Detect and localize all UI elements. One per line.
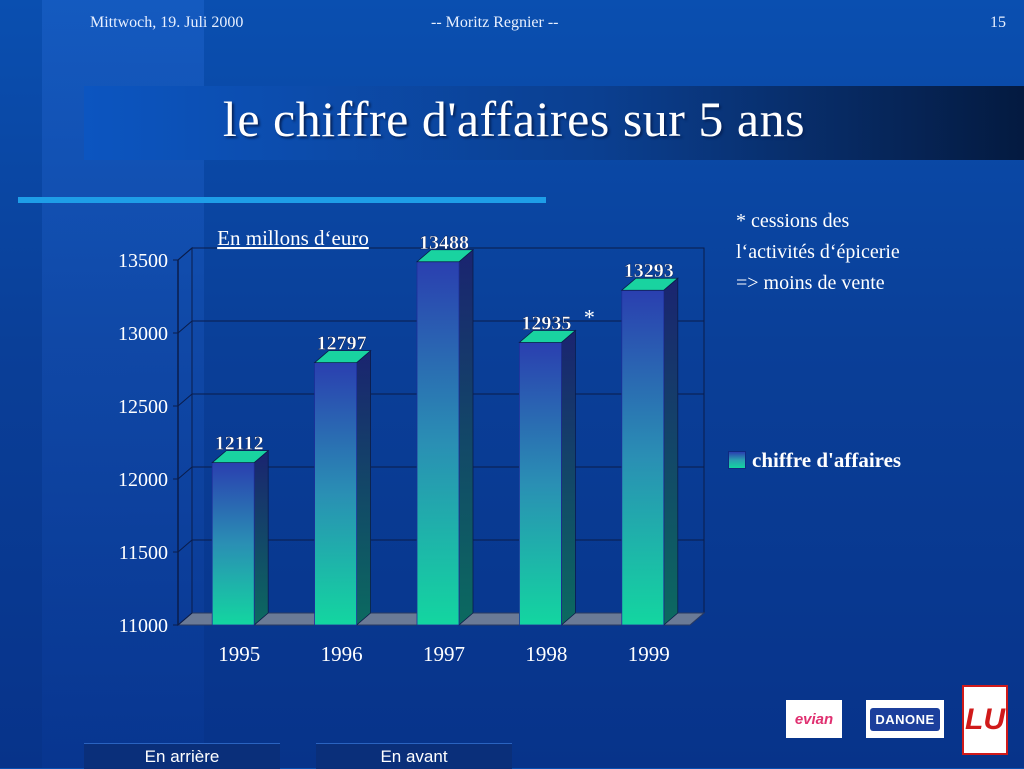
header-author: -- Moritz Regnier -- [431,14,559,31]
bar-side [356,349,372,626]
data-label: 13488 [419,232,469,254]
y-tick-label: 13000 [118,323,168,345]
legend-swatch [728,451,746,469]
bar [519,342,562,626]
footnote-line-3: => moins de vente [736,272,885,294]
evian-logo: evian [786,700,842,738]
title-divider [18,197,546,203]
bar-top [620,277,679,291]
footnote-line-1: * cessions des [736,210,850,232]
data-label-marker: * [584,304,595,329]
data-label: 12112 [215,433,264,455]
x-tick-label: 1999 [628,642,670,666]
lu-logo-text: LU [965,703,1005,736]
footnote: * cessions des l‘activités d‘épicerie =>… [736,206,996,299]
page-number: 15 [990,14,1006,31]
back-button[interactable]: En arrière [84,743,280,769]
danone-logo: DANONE [866,700,944,738]
gridline [177,539,193,553]
x-tick-label: 1995 [218,642,260,666]
bar-side [253,449,269,626]
bar-side [458,248,474,626]
data-label: 12935 [521,312,571,334]
data-label: 13293 [624,260,674,282]
header-date: Mittwoch, 19. Juli 2000 [90,14,244,31]
gridline [177,466,193,480]
danone-logo-text: DANONE [870,707,940,731]
bar-top [313,350,372,364]
chart-legend: chiffre d'affaires [728,446,901,474]
y-tick-label: 13500 [118,250,168,272]
gridline [177,247,193,261]
footnote-line-2: l‘activités d‘épicerie [736,241,900,263]
y-tick-label: 11500 [119,542,168,564]
bar-top [415,249,475,263]
bar [314,362,358,626]
gridline [177,320,193,334]
bar [621,289,665,626]
next-button[interactable]: En avant [316,743,512,769]
gridline [177,393,193,407]
chart-side-wall [177,246,193,627]
chart-units-annotation: En millons d‘euro [217,226,369,250]
bar-side [663,277,679,626]
y-tick-label: 12000 [118,469,168,491]
y-tick-label: 11000 [119,615,168,637]
evian-logo-text: evian [794,710,834,728]
title-bar: le chiffre d'affaires sur 5 ans [84,86,1024,160]
bar-top [518,330,577,343]
x-tick-label: 1998 [525,642,567,666]
bar [211,462,255,626]
x-tick-label: 1996 [321,642,363,666]
data-label: 12797 [317,333,367,355]
x-tick-label: 1997 [423,642,465,666]
lu-logo: LU [962,685,1008,755]
bar [416,261,460,626]
y-tick-label: 12500 [118,396,168,418]
legend-label: chiffre d'affaires [752,447,902,472]
page-title: le chiffre d'affaires sur 5 ans [222,91,806,147]
bar-top [211,450,270,464]
bar-side [561,329,576,626]
